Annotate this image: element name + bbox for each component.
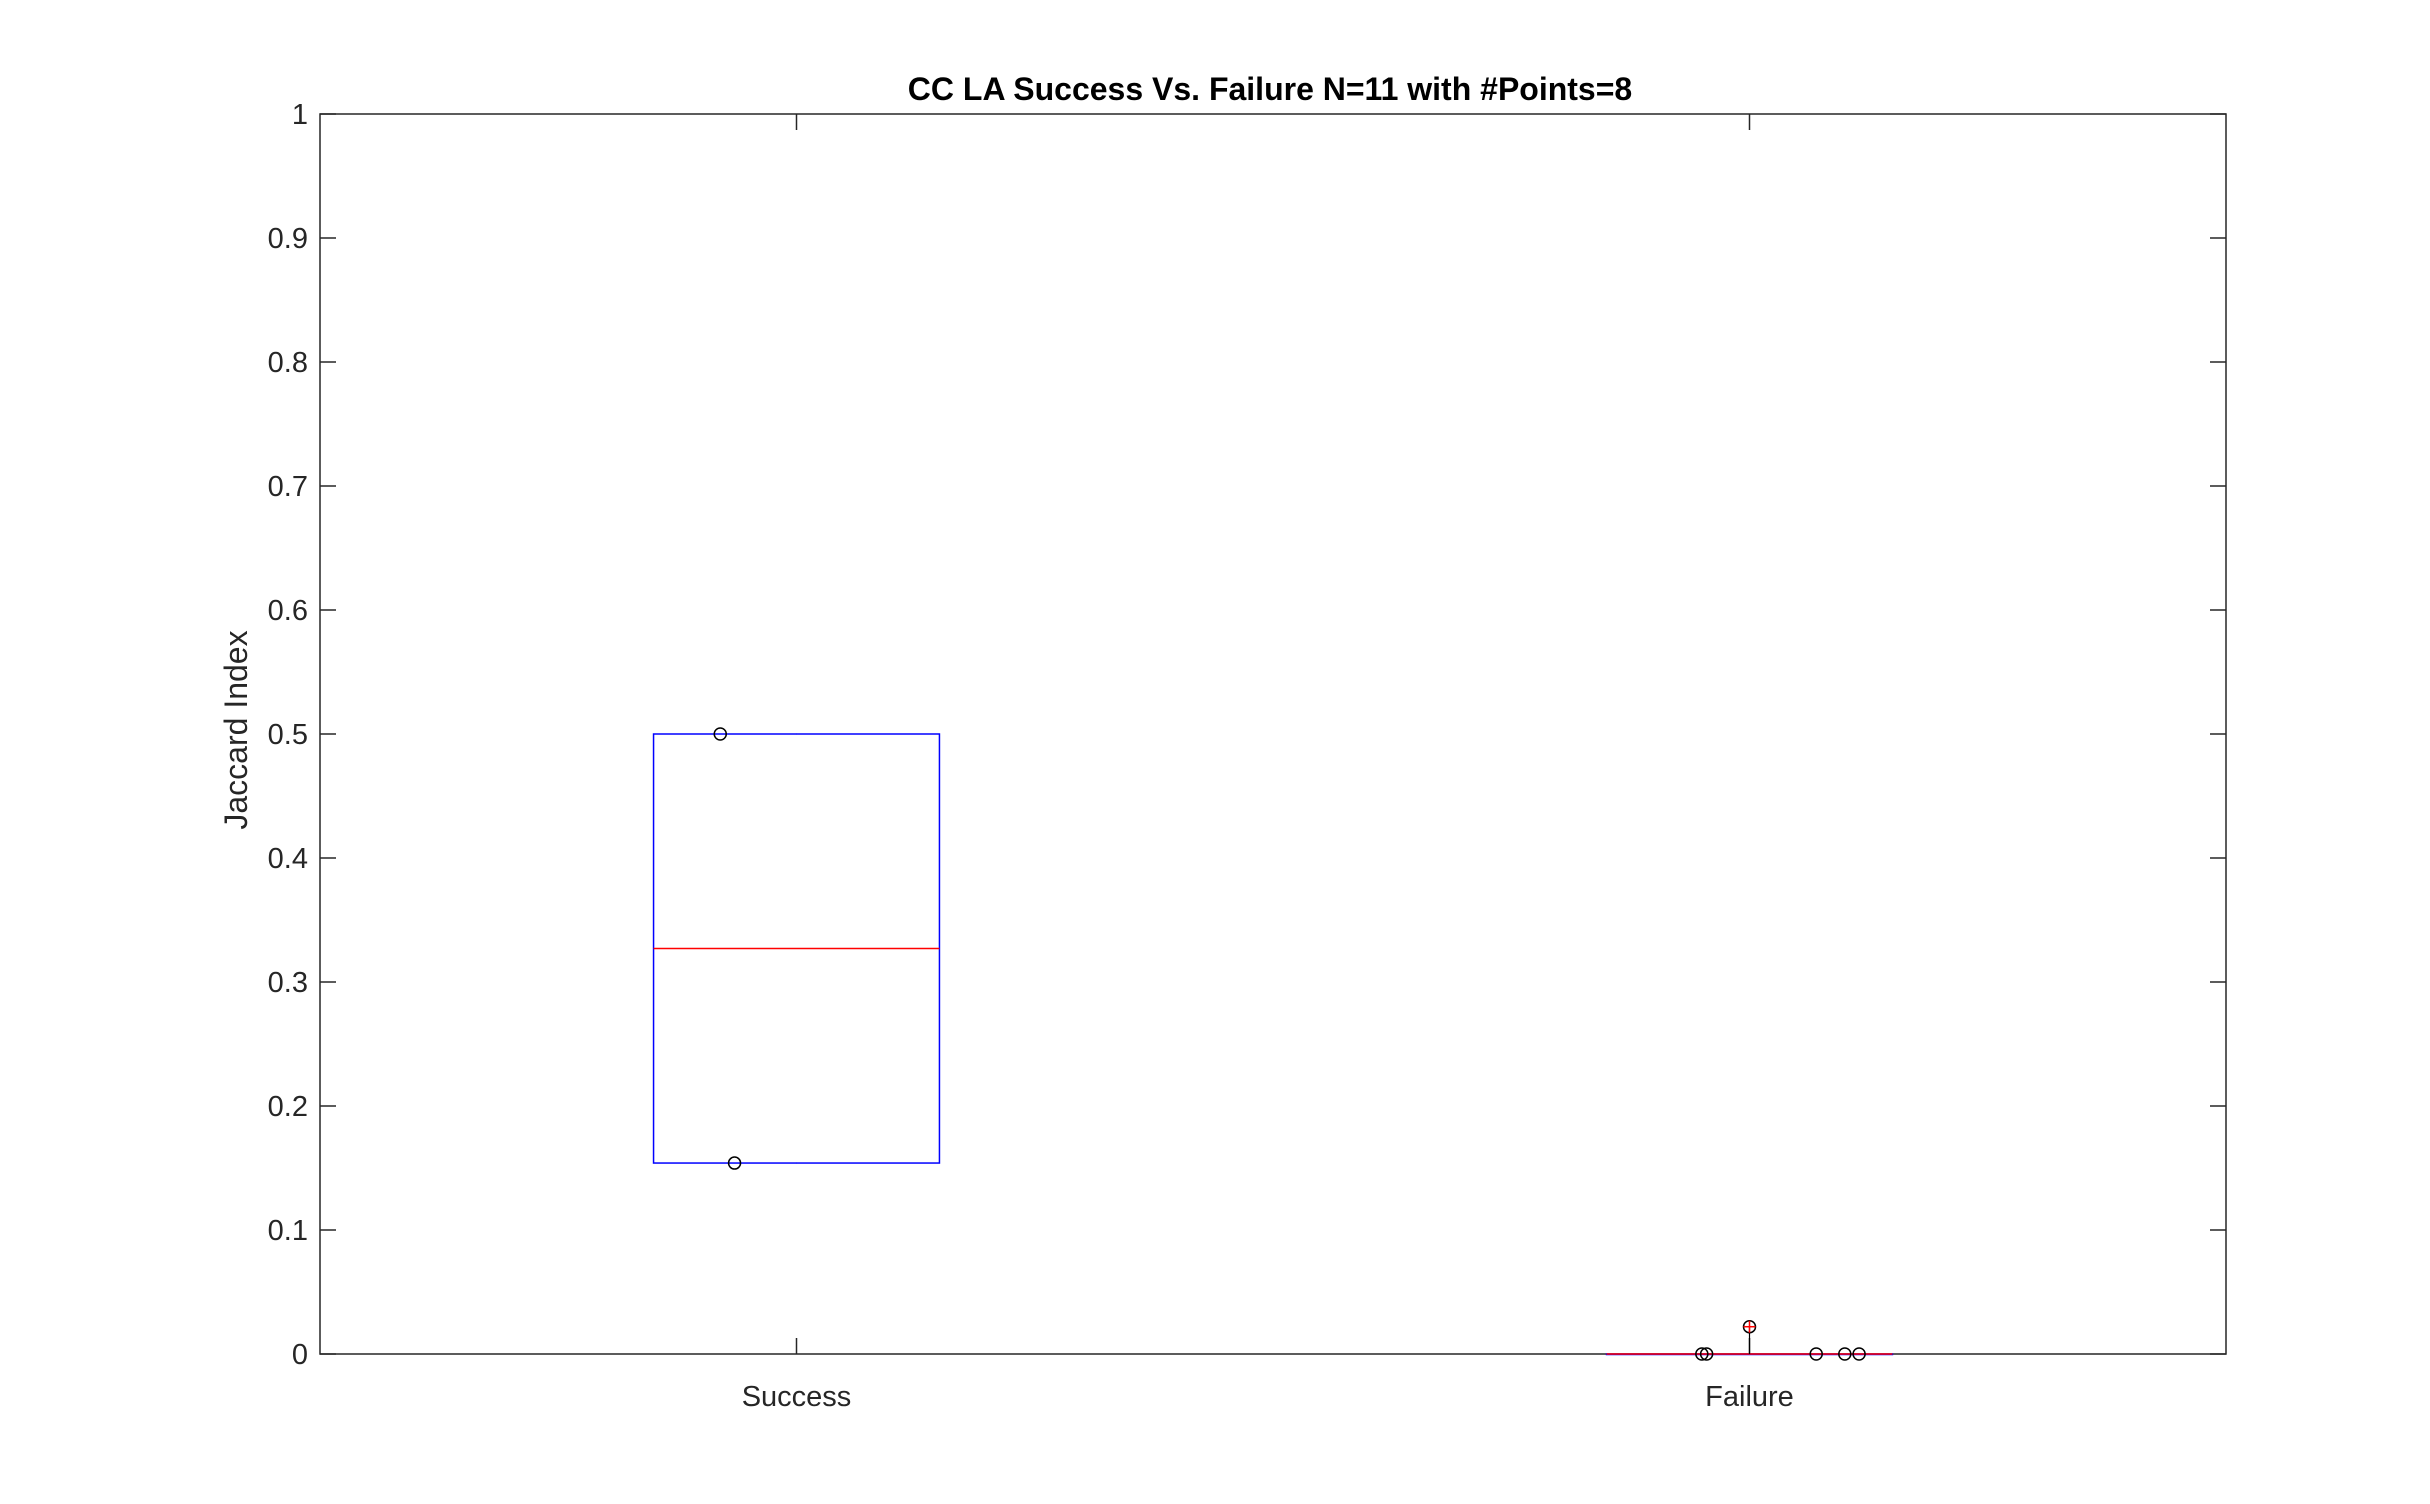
data-point <box>713 727 728 741</box>
y-tick-label: 0.6 <box>268 595 308 627</box>
plot-area-frame <box>319 113 2227 1355</box>
data-point <box>1699 1347 1714 1361</box>
y-axis-label: Jaccard Index <box>218 630 254 829</box>
data-point <box>1809 1347 1823 1361</box>
y-tick-label: 0.1 <box>268 1215 308 1247</box>
y-tick-label: 0 <box>292 1339 308 1371</box>
y-tick-label: 0.8 <box>268 347 308 379</box>
chart-title: CC LA Success Vs. Failure N=11 with #Poi… <box>908 71 1632 107</box>
y-tick-label: 0.9 <box>268 223 308 255</box>
box-group-failure <box>1605 1319 1894 1361</box>
box-group-success <box>652 727 941 1170</box>
box-marks <box>652 727 1894 1361</box>
data-point <box>1695 1347 1709 1361</box>
y-tick-label: 0.5 <box>268 719 308 751</box>
data-point <box>1852 1347 1866 1361</box>
data-point <box>1838 1347 1852 1361</box>
x-tick-label: Success <box>742 1381 852 1413</box>
y-tick-label: 0.3 <box>268 967 308 999</box>
y-tick-label: 0.7 <box>268 471 308 503</box>
x-tick-label: Failure <box>1705 1381 1794 1413</box>
y-tick-label: 0.4 <box>268 843 308 875</box>
axis-ticks: 0 0.1 0.2 0.3 0.4 0.5 0.6 0.7 0.8 0.9 1 Success Fail… <box>268 99 2226 1413</box>
data-point <box>727 1156 742 1170</box>
y-tick-label: 1 <box>292 99 308 131</box>
y-tick-label: 0.2 <box>268 1091 308 1123</box>
